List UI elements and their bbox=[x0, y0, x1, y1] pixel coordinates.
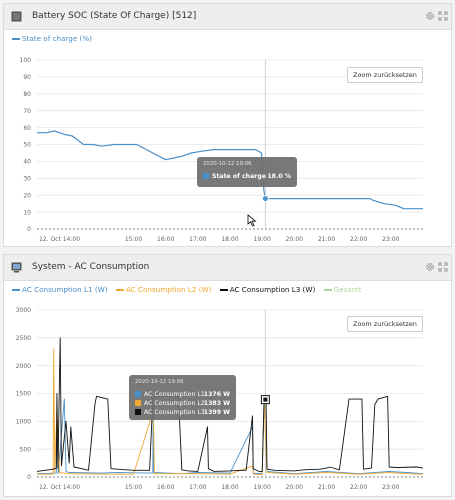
y-tick-label: 30 bbox=[23, 176, 31, 183]
monitor-icon bbox=[11, 262, 22, 273]
tooltip-row: AC Consumption L1 1376 W bbox=[135, 390, 230, 399]
x-tick-label: 22:00 bbox=[350, 484, 367, 491]
y-tick-label: 90 bbox=[23, 74, 31, 81]
panel-title: System - AC Consumption bbox=[32, 262, 150, 272]
tooltip-value: 1399 W bbox=[203, 409, 230, 416]
expand-icon[interactable] bbox=[438, 11, 448, 21]
x-tick-label: 19:00 bbox=[254, 236, 271, 243]
y-tick-label: 1500 bbox=[16, 391, 31, 398]
battery-soc-panel: Battery SOC (State Of Charge) [512] Stat… bbox=[3, 3, 452, 247]
legend-swatch bbox=[12, 38, 20, 40]
legend-label: AC Consumption L1 (W) bbox=[22, 285, 108, 294]
tooltip-series: AC Consumption L2 bbox=[144, 400, 205, 407]
legend-item-l2[interactable]: AC Consumption L2 (W) bbox=[115, 285, 212, 294]
y-tick-label: 2000 bbox=[16, 363, 31, 370]
gear-icon[interactable] bbox=[425, 262, 435, 272]
tooltip-row: AC Consumption L3 1399 W bbox=[135, 408, 230, 417]
tooltip-series: State of charge bbox=[212, 173, 266, 180]
tooltip-series: AC Consumption L3 bbox=[144, 409, 205, 416]
legend-swatch bbox=[323, 289, 332, 291]
y-tick-label: 3000 bbox=[16, 307, 31, 314]
legend-item-gesamt[interactable]: Gesamt bbox=[323, 285, 362, 294]
series-line[interactable] bbox=[37, 130, 423, 210]
x-tick-label: 19:00 bbox=[254, 484, 271, 491]
chart-tooltip: 2020-10-12 19:06 AC Consumption L1 1376 W… bbox=[129, 375, 236, 420]
x-tick-label: 17:00 bbox=[189, 484, 206, 491]
tooltip-swatch bbox=[135, 400, 141, 406]
legend-label: AC Consumption L2 (W) bbox=[125, 285, 212, 294]
tooltip-swatch bbox=[135, 409, 141, 415]
gear-icon[interactable] bbox=[425, 11, 435, 21]
x-tick-label: 20:00 bbox=[286, 484, 303, 491]
y-tick-label: 50 bbox=[23, 142, 31, 149]
ac-consumption-panel: System - AC Consumption AC Consumption L… bbox=[3, 254, 452, 497]
x-tick-label: 15:00 bbox=[125, 236, 142, 243]
x-tick-label: 20:00 bbox=[286, 236, 303, 243]
tooltip-date: 2020-10-12 19:06 bbox=[135, 379, 184, 385]
legend-item-soc[interactable]: State of charge (%) bbox=[12, 34, 92, 43]
mouse-cursor-icon bbox=[247, 214, 257, 227]
y-tick-label: 100 bbox=[20, 57, 32, 64]
battery-icon bbox=[11, 11, 22, 22]
tooltip-value: 1383 W bbox=[203, 400, 230, 407]
chart-legend: AC Consumption L1 (W) AC Consumption L2 … bbox=[12, 285, 368, 294]
x-tick-label: 17:00 bbox=[189, 236, 206, 243]
hover-marker bbox=[261, 195, 269, 203]
y-tick-label: 10 bbox=[23, 209, 31, 216]
tooltip-value: 18.0 % bbox=[267, 173, 291, 180]
expand-icon[interactable] bbox=[438, 262, 448, 272]
zoom-reset-button[interactable]: Zoom zurücksetzen bbox=[347, 67, 423, 83]
zoom-reset-button[interactable]: Zoom zurücksetzen bbox=[347, 316, 423, 332]
legend-item-l1[interactable]: AC Consumption L1 (W) bbox=[12, 285, 108, 294]
y-tick-label: 60 bbox=[23, 125, 31, 132]
hover-marker bbox=[263, 397, 268, 402]
legend-label: AC Consumption L3 (W) bbox=[229, 285, 316, 294]
ac-consumption-chart[interactable]: 0 500 1000 1500 2000 2500 3000 12. Oct 14:00 15:… bbox=[4, 299, 453, 498]
y-tick-label: 20 bbox=[23, 192, 31, 199]
y-tick-label: 0 bbox=[27, 474, 31, 481]
tooltip-series: AC Consumption L1 bbox=[144, 391, 205, 398]
x-tick-label: 12. Oct 14:00 bbox=[39, 236, 80, 243]
legend-swatch bbox=[115, 289, 124, 291]
y-tick-label: 0 bbox=[27, 226, 31, 233]
chart-tooltip: 2020-10-12 19:06 State of charge 18.0 % bbox=[197, 157, 297, 187]
x-tick-label: 23:00 bbox=[382, 484, 399, 491]
y-tick-label: 1000 bbox=[16, 419, 31, 426]
y-tick-label: 500 bbox=[20, 446, 32, 453]
legend-swatch bbox=[12, 289, 20, 291]
soc-chart[interactable]: 0 10 20 30 40 50 60 70 80 90 100 12. Oct 14:00 15:00… bbox=[4, 48, 453, 248]
panel-title: Battery SOC (State Of Charge) [512] bbox=[32, 11, 197, 21]
legend-swatch bbox=[219, 289, 228, 291]
chart-legend: State of charge (%) bbox=[12, 34, 98, 43]
tooltip-swatch bbox=[203, 173, 209, 179]
x-tick-label: 18:00 bbox=[221, 484, 238, 491]
y-tick-label: 40 bbox=[23, 159, 31, 166]
y-tick-label: 2500 bbox=[16, 335, 31, 342]
tooltip-value: 1376 W bbox=[203, 391, 230, 398]
legend-label: Gesamt bbox=[333, 285, 362, 294]
x-tick-label: 15:00 bbox=[125, 484, 142, 491]
series-line[interactable] bbox=[36, 337, 424, 472]
panel-header: Battery SOC (State Of Charge) [512] bbox=[4, 4, 451, 30]
x-tick-label: 16:00 bbox=[157, 484, 174, 491]
tooltip-date: 2020-10-12 19:06 bbox=[203, 161, 252, 167]
x-tick-label: 21:00 bbox=[318, 236, 335, 243]
x-tick-label: 12. Oct 14:00 bbox=[39, 484, 80, 491]
y-tick-label: 80 bbox=[23, 91, 31, 98]
tooltip-swatch bbox=[135, 391, 141, 397]
legend-item-l3[interactable]: AC Consumption L3 (W) bbox=[219, 285, 316, 294]
x-tick-label: 22:00 bbox=[350, 236, 367, 243]
x-tick-label: 21:00 bbox=[318, 484, 335, 491]
tooltip-row: State of charge 18.0 % bbox=[203, 172, 291, 181]
x-tick-label: 16:00 bbox=[157, 236, 174, 243]
panel-header: System - AC Consumption bbox=[4, 255, 451, 281]
x-tick-label: 23:00 bbox=[382, 236, 399, 243]
tooltip-row: AC Consumption L2 1383 W bbox=[135, 399, 230, 408]
series-line[interactable] bbox=[36, 398, 424, 475]
x-tick-label: 18:00 bbox=[221, 236, 238, 243]
y-tick-label: 70 bbox=[23, 108, 31, 115]
legend-label: State of charge (%) bbox=[22, 34, 92, 43]
